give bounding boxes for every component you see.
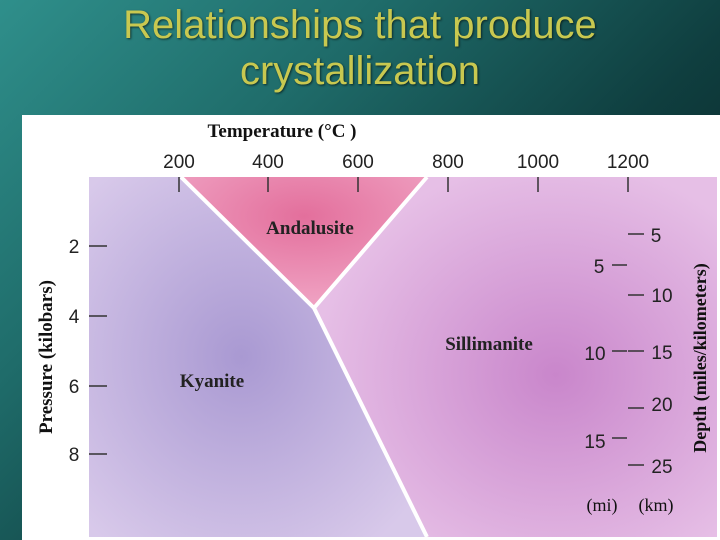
pressure-tick-label: 8 (69, 445, 80, 466)
km-tick-label: 10 (651, 286, 672, 307)
depth-axis-label: Depth (miles/kilometers) (690, 263, 711, 452)
temperature-tick-label: 800 (432, 152, 464, 173)
sillimanite-label: Sillimanite (445, 334, 533, 355)
kyanite-region (89, 177, 427, 537)
pressure-tick-label: 4 (69, 307, 80, 328)
phase-diagram-figure: Temperature (°C ) 200 400 600 800 1000 1… (22, 115, 720, 540)
andalusite-label: Andalusite (266, 218, 354, 239)
andalusite-region (181, 177, 427, 308)
mile-unit-label: (mi) (587, 495, 618, 516)
mile-tick-label: 15 (584, 432, 605, 453)
temperature-tick-label: 400 (252, 152, 284, 173)
slide-title-line-1: Relationships that produce (123, 3, 597, 47)
km-tick-label: 20 (651, 395, 672, 416)
km-tick-label: 15 (651, 343, 672, 364)
phase-diagram-svg: Temperature (°C ) 200 400 600 800 1000 1… (36, 121, 717, 538)
temperature-tick-label: 1200 (607, 152, 649, 173)
slide-title-line-2: crystallization (239, 49, 481, 93)
km-tick-label: 25 (651, 457, 672, 478)
km-ticks: 5 10 15 20 25 (628, 226, 673, 478)
temperature-tick-label: 1000 (517, 152, 559, 173)
km-tick-label: 5 (651, 226, 662, 247)
slide-title: Relationships that produce crystallizati… (80, 2, 640, 94)
temperature-axis-label: Temperature (°C ) (207, 121, 356, 142)
kyanite-sillimanite-boundary (312, 307, 429, 538)
mile-tick-label: 10 (584, 344, 605, 365)
temperature-tick-label: 600 (342, 152, 374, 173)
pressure-tick-label: 2 (69, 237, 80, 258)
pressure-ticks: 2 4 6 8 (69, 237, 107, 466)
kyanite-label: Kyanite (180, 371, 244, 392)
mile-ticks: 5 10 15 (584, 257, 627, 453)
km-unit-label: (km) (639, 495, 674, 516)
pressure-axis-label: Pressure (kilobars) (36, 280, 57, 434)
mile-tick-label: 5 (594, 257, 605, 278)
temperature-ticks: 200 400 600 800 1000 1200 (163, 152, 649, 192)
pressure-tick-label: 6 (69, 377, 80, 398)
sillimanite-region (314, 177, 717, 537)
temperature-tick-label: 200 (163, 152, 195, 173)
